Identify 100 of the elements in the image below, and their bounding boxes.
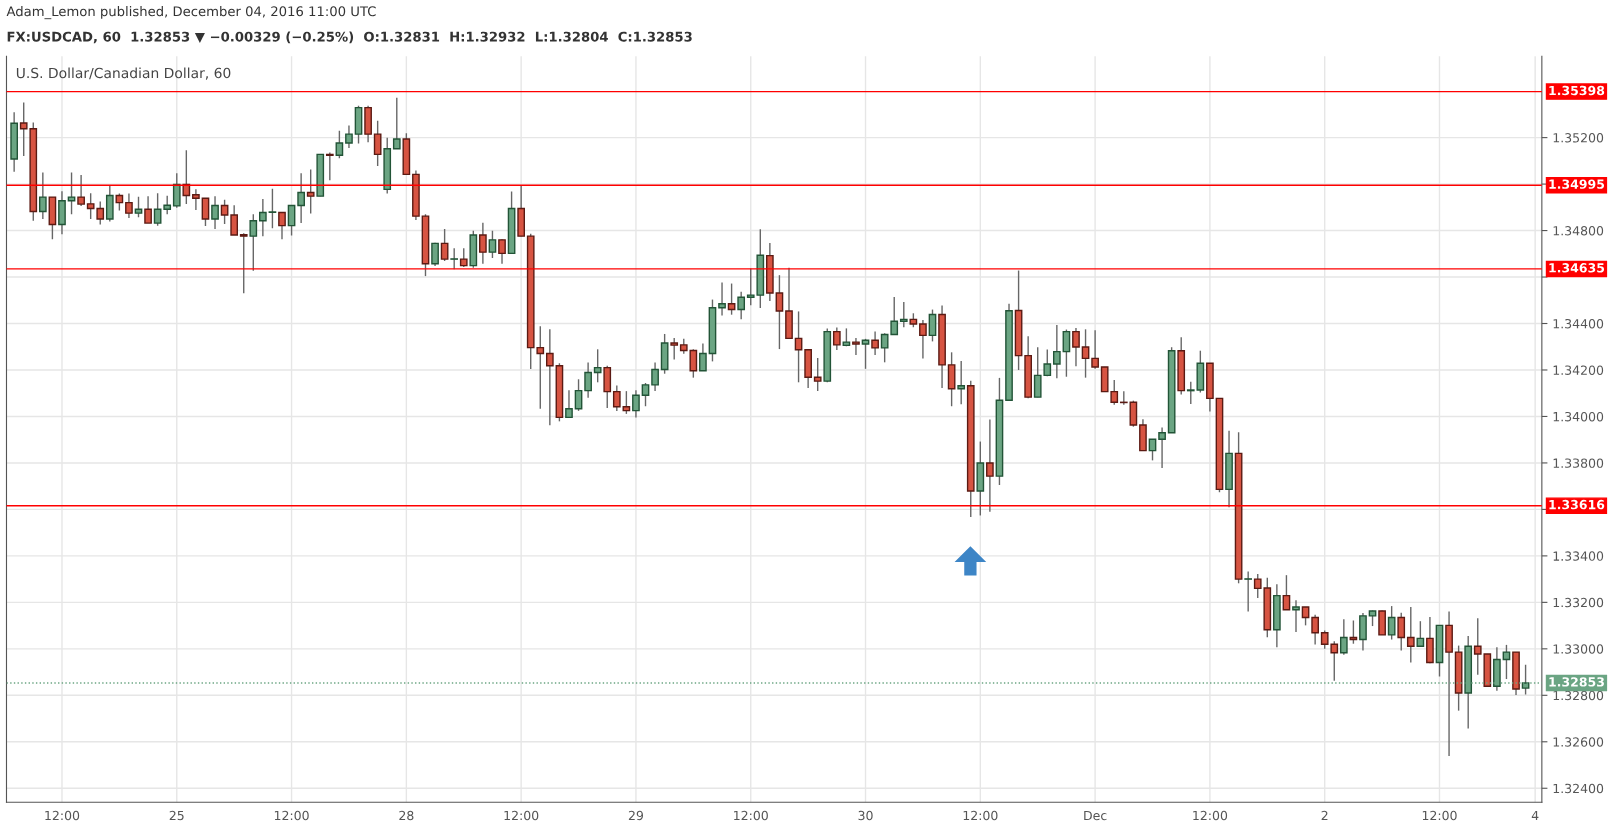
candlestick — [1052, 324, 1061, 380]
candlestick — [1129, 399, 1138, 428]
candlestick — [172, 172, 181, 209]
candlestick — [220, 198, 229, 225]
ref-line-label: 1.33616 — [1549, 499, 1605, 510]
candlestick — [182, 149, 191, 205]
ref-line-label: 1.35398 — [1549, 85, 1605, 96]
candlestick — [593, 348, 602, 383]
candlestick — [306, 168, 315, 215]
x-tick-label: 12:00 — [963, 810, 998, 821]
candlestick — [211, 195, 219, 230]
candlestick — [1292, 599, 1300, 633]
candlestick — [603, 365, 612, 409]
candlestick — [727, 282, 736, 316]
ref-line-label: 1.34635 — [1549, 263, 1605, 273]
candlestick — [1244, 570, 1253, 613]
y-tick-label: 1.32400 — [1553, 783, 1604, 794]
y-tick-label: 1.34400 — [1553, 318, 1604, 329]
x-tick-label: 28 — [399, 810, 414, 821]
x-tick-label: 29 — [628, 810, 644, 821]
candlestick — [278, 211, 286, 240]
x-tick-label: 12:00 — [734, 810, 768, 821]
ref-line-label: 1.32853 — [1549, 677, 1604, 687]
y-tick-label: 1.33000 — [1553, 644, 1604, 654]
candlestick — [919, 319, 927, 360]
candlestick — [287, 204, 296, 237]
candlestick — [134, 196, 143, 219]
candlestick — [1339, 618, 1348, 656]
x-tick-label: 25 — [169, 810, 184, 821]
candlestick — [77, 174, 85, 207]
candlestick — [1311, 613, 1319, 646]
candlestick — [718, 281, 726, 317]
candlestick — [1397, 612, 1406, 652]
candlestick — [459, 247, 468, 268]
y-tick-label: 1.33400 — [1553, 551, 1604, 561]
x-tick-label: 12:00 — [45, 810, 80, 821]
candlestick — [488, 230, 497, 259]
candlestick — [565, 389, 573, 419]
candlestick — [1387, 605, 1396, 641]
candlestick — [67, 171, 76, 215]
candlestick — [1502, 644, 1511, 680]
candlestick — [392, 97, 401, 150]
candlestick — [230, 204, 239, 236]
y-tick-label: 1.32600 — [1553, 737, 1604, 747]
y-tick-label: 1.35200 — [1553, 133, 1604, 143]
x-tick-label: 30 — [858, 810, 873, 821]
candlestick — [574, 378, 583, 412]
candlestick — [1416, 620, 1425, 647]
y-tick-label: 1.33200 — [1553, 597, 1604, 608]
candlestick — [832, 326, 841, 351]
candlestick — [632, 389, 640, 419]
candlestick — [268, 188, 277, 229]
candlestick — [1081, 328, 1090, 379]
candlestick — [325, 151, 334, 182]
candlestick — [259, 198, 267, 237]
candlestick — [1158, 426, 1166, 469]
candlestick — [545, 328, 554, 426]
text: U.S. Dollar/Canadian Dollar, 60 — [16, 67, 231, 80]
candlestick — [163, 195, 172, 215]
chart-subtitle: FX:USDCAD, 60 1.32853 ▼ −0.00329 (−0.25%) O:1.32831 H:1.32932 L:1.32804 C:1.32853 — [7, 31, 692, 44]
candlestick — [1072, 327, 1080, 367]
candlestick — [1378, 609, 1386, 636]
candlestick — [1091, 329, 1099, 370]
candlestick — [1406, 606, 1415, 664]
candlestick — [775, 274, 784, 350]
candlestick — [651, 361, 659, 392]
x-tick-label: 4 — [1531, 810, 1539, 821]
candlestick — [1359, 612, 1367, 652]
x-tick-label: 2 — [1321, 810, 1328, 821]
x-tick-label: Dec — [1084, 810, 1107, 821]
candlestick — [1062, 328, 1071, 378]
candlestick — [201, 197, 210, 227]
candlestick — [297, 172, 305, 224]
candlestick — [125, 192, 133, 219]
candlestick — [192, 188, 200, 211]
y-tick-label: 1.33800 — [1553, 458, 1604, 468]
candlestick — [144, 195, 152, 224]
x-tick-label: 12:00 — [274, 810, 309, 821]
candlestick — [239, 232, 248, 294]
y-tick-label: 1.32800 — [1553, 690, 1604, 701]
candlestick — [498, 238, 506, 265]
candlestick — [871, 330, 879, 356]
y-tick-label: 1.34800 — [1553, 226, 1604, 236]
candlestick — [737, 290, 746, 321]
candlestick — [670, 337, 679, 361]
candlestick — [58, 190, 66, 235]
candlestick — [345, 124, 353, 149]
candlestick — [612, 384, 621, 412]
y-tick-label: 1.34200 — [1553, 365, 1604, 375]
candlestick — [440, 228, 449, 262]
x-tick-label: 12:00 — [1422, 810, 1457, 821]
candlestick — [861, 338, 870, 370]
candlestick — [641, 382, 650, 407]
candlestick — [479, 221, 487, 265]
candlestick — [38, 171, 47, 220]
ref-line-label: 1.34995 — [1549, 179, 1605, 189]
candlestick — [1301, 606, 1310, 627]
candlestick — [249, 213, 258, 272]
candlestick — [450, 247, 459, 271]
candlestick — [373, 119, 382, 167]
